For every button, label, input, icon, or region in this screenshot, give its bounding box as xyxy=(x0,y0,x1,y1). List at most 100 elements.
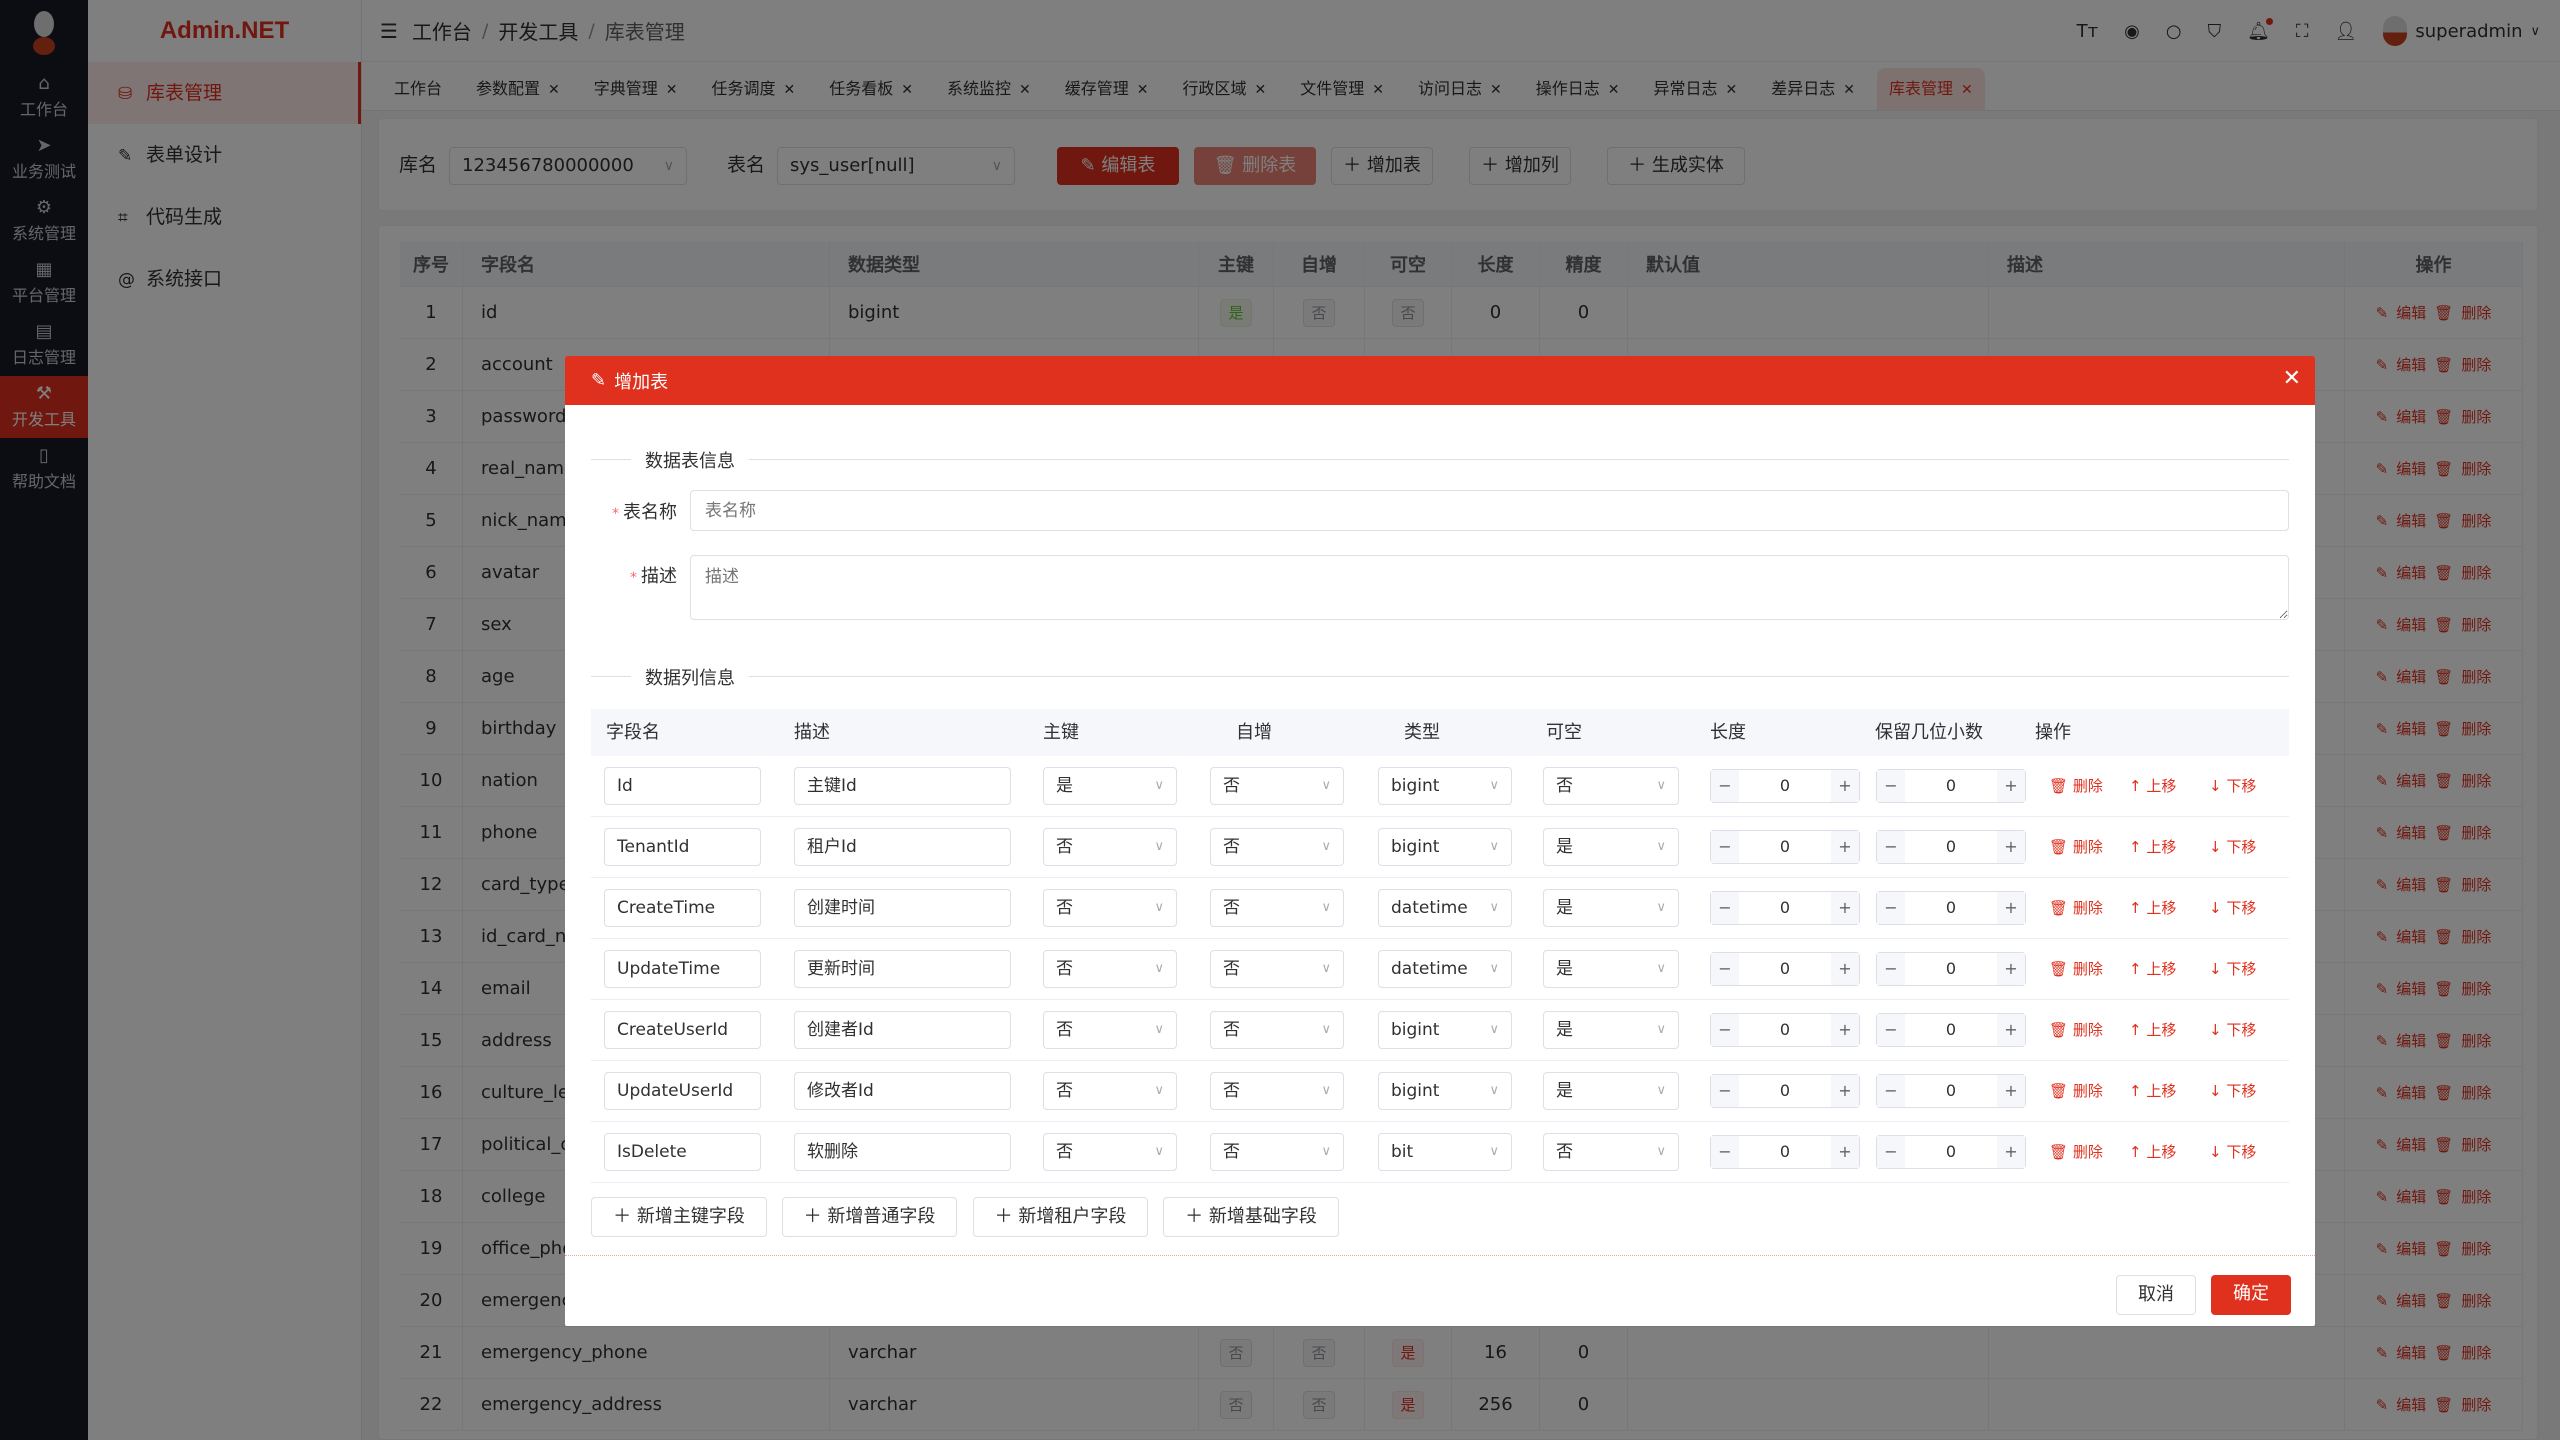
field-name-input[interactable]: TenantId xyxy=(604,828,761,866)
nullable-select[interactable]: 是 ∨ xyxy=(1543,1011,1679,1049)
move-up-button[interactable]: ↑ 上移 xyxy=(2129,1122,2176,1183)
auto-increment-select[interactable]: 否 ∨ xyxy=(1210,950,1344,988)
length-stepper[interactable]: − 0 + xyxy=(1710,1074,1860,1108)
plus-button[interactable]: + xyxy=(1997,1136,2025,1168)
field-name-input[interactable]: UpdateTime xyxy=(604,950,761,988)
close-icon[interactable]: ✕ xyxy=(2282,366,2301,391)
move-up-button[interactable]: ↑ 上移 xyxy=(2129,1061,2176,1122)
minus-button[interactable]: − xyxy=(1877,1136,1905,1168)
move-down-button[interactable]: ↓ 下移 xyxy=(2209,817,2256,878)
table-name-input[interactable] xyxy=(690,490,2289,531)
field-desc-input[interactable]: 创建时间 xyxy=(794,889,1011,927)
move-up-button[interactable]: ↑ 上移 xyxy=(2129,878,2176,939)
plus-button[interactable]: + xyxy=(1831,770,1859,802)
delete-row-button[interactable]: 🗑︎ 删除 xyxy=(2049,878,2103,939)
decimal-stepper[interactable]: − 0 + xyxy=(1876,1135,2026,1169)
primary-key-select[interactable]: 否 ∨ xyxy=(1043,1133,1177,1171)
length-stepper[interactable]: − 0 + xyxy=(1710,952,1860,986)
decimal-stepper[interactable]: − 0 + xyxy=(1876,1074,2026,1108)
minus-button[interactable]: − xyxy=(1877,953,1905,985)
primary-key-select[interactable]: 否 ∨ xyxy=(1043,950,1177,988)
field-desc-input[interactable]: 软删除 xyxy=(794,1133,1011,1171)
plus-button[interactable]: + xyxy=(1997,831,2025,863)
field-desc-input[interactable]: 租户Id xyxy=(794,828,1011,866)
plus-button[interactable]: + xyxy=(1997,1014,2025,1046)
auto-increment-select[interactable]: 否 ∨ xyxy=(1210,1072,1344,1110)
delete-row-button[interactable]: 🗑︎ 删除 xyxy=(2049,1061,2103,1122)
length-stepper[interactable]: − 0 + xyxy=(1710,1013,1860,1047)
nullable-select[interactable]: 是 ∨ xyxy=(1543,889,1679,927)
nullable-select[interactable]: 是 ∨ xyxy=(1543,1072,1679,1110)
field-desc-input[interactable]: 更新时间 xyxy=(794,950,1011,988)
field-name-input[interactable]: Id xyxy=(604,767,761,805)
move-down-button[interactable]: ↓ 下移 xyxy=(2209,1061,2256,1122)
data-type-select[interactable]: bigint ∨ xyxy=(1378,767,1512,805)
primary-key-select[interactable]: 否 ∨ xyxy=(1043,828,1177,866)
length-stepper[interactable]: − 0 + xyxy=(1710,1135,1860,1169)
add-field-button[interactable]: ＋ 新增普通字段 xyxy=(782,1197,957,1237)
data-type-select[interactable]: bigint ∨ xyxy=(1378,1072,1512,1110)
data-type-select[interactable]: bigint ∨ xyxy=(1378,1011,1512,1049)
minus-button[interactable]: − xyxy=(1877,1014,1905,1046)
nullable-select[interactable]: 是 ∨ xyxy=(1543,950,1679,988)
data-type-select[interactable]: bit ∨ xyxy=(1378,1133,1512,1171)
description-textarea[interactable] xyxy=(690,555,2289,620)
plus-button[interactable]: + xyxy=(1997,1075,2025,1107)
field-name-input[interactable]: CreateUserId xyxy=(604,1011,761,1049)
plus-button[interactable]: + xyxy=(1997,770,2025,802)
add-field-button[interactable]: ＋ 新增租户字段 xyxy=(973,1197,1148,1237)
minus-button[interactable]: − xyxy=(1877,770,1905,802)
delete-row-button[interactable]: 🗑︎ 删除 xyxy=(2049,817,2103,878)
primary-key-select[interactable]: 是 ∨ xyxy=(1043,767,1177,805)
primary-key-select[interactable]: 否 ∨ xyxy=(1043,889,1177,927)
minus-button[interactable]: − xyxy=(1711,831,1739,863)
decimal-stepper[interactable]: − 0 + xyxy=(1876,1013,2026,1047)
length-stepper[interactable]: − 0 + xyxy=(1710,891,1860,925)
auto-increment-select[interactable]: 否 ∨ xyxy=(1210,767,1344,805)
decimal-stepper[interactable]: − 0 + xyxy=(1876,891,2026,925)
move-down-button[interactable]: ↓ 下移 xyxy=(2209,939,2256,1000)
decimal-stepper[interactable]: − 0 + xyxy=(1876,769,2026,803)
data-type-select[interactable]: bigint ∨ xyxy=(1378,828,1512,866)
decimal-stepper[interactable]: − 0 + xyxy=(1876,830,2026,864)
minus-button[interactable]: − xyxy=(1877,892,1905,924)
move-down-button[interactable]: ↓ 下移 xyxy=(2209,1000,2256,1061)
cancel-button[interactable]: 取消 xyxy=(2116,1275,2196,1315)
add-field-button[interactable]: ＋ 新增基础字段 xyxy=(1163,1197,1339,1237)
nullable-select[interactable]: 是 ∨ xyxy=(1543,828,1679,866)
plus-button[interactable]: + xyxy=(1831,892,1859,924)
auto-increment-select[interactable]: 否 ∨ xyxy=(1210,889,1344,927)
field-desc-input[interactable]: 修改者Id xyxy=(794,1072,1011,1110)
plus-button[interactable]: + xyxy=(1831,1136,1859,1168)
length-stepper[interactable]: − 0 + xyxy=(1710,830,1860,864)
minus-button[interactable]: − xyxy=(1711,1136,1739,1168)
delete-row-button[interactable]: 🗑︎ 删除 xyxy=(2049,756,2103,817)
field-desc-input[interactable]: 主键Id xyxy=(794,767,1011,805)
minus-button[interactable]: − xyxy=(1711,953,1739,985)
minus-button[interactable]: − xyxy=(1711,1014,1739,1046)
minus-button[interactable]: − xyxy=(1877,831,1905,863)
minus-button[interactable]: − xyxy=(1877,1075,1905,1107)
confirm-button[interactable]: 确定 xyxy=(2211,1275,2291,1315)
field-name-input[interactable]: UpdateUserId xyxy=(604,1072,761,1110)
field-desc-input[interactable]: 创建者Id xyxy=(794,1011,1011,1049)
data-type-select[interactable]: datetime ∨ xyxy=(1378,950,1512,988)
move-up-button[interactable]: ↑ 上移 xyxy=(2129,756,2176,817)
move-down-button[interactable]: ↓ 下移 xyxy=(2209,1122,2256,1183)
auto-increment-select[interactable]: 否 ∨ xyxy=(1210,828,1344,866)
decimal-stepper[interactable]: − 0 + xyxy=(1876,952,2026,986)
delete-row-button[interactable]: 🗑︎ 删除 xyxy=(2049,939,2103,1000)
field-name-input[interactable]: CreateTime xyxy=(604,889,761,927)
length-stepper[interactable]: − 0 + xyxy=(1710,769,1860,803)
data-type-select[interactable]: datetime ∨ xyxy=(1378,889,1512,927)
minus-button[interactable]: − xyxy=(1711,1075,1739,1107)
delete-row-button[interactable]: 🗑︎ 删除 xyxy=(2049,1122,2103,1183)
nullable-select[interactable]: 否 ∨ xyxy=(1543,767,1679,805)
minus-button[interactable]: − xyxy=(1711,770,1739,802)
delete-row-button[interactable]: 🗑︎ 删除 xyxy=(2049,1000,2103,1061)
field-name-input[interactable]: IsDelete xyxy=(604,1133,761,1171)
move-down-button[interactable]: ↓ 下移 xyxy=(2209,756,2256,817)
plus-button[interactable]: + xyxy=(1997,953,2025,985)
primary-key-select[interactable]: 否 ∨ xyxy=(1043,1011,1177,1049)
move-up-button[interactable]: ↑ 上移 xyxy=(2129,817,2176,878)
